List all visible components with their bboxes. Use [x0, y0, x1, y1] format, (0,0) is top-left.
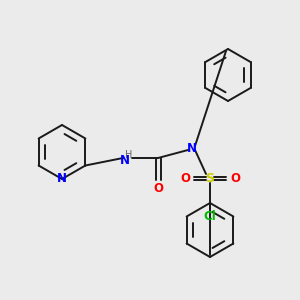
Text: N: N [57, 172, 67, 184]
Text: O: O [180, 172, 190, 184]
Text: O: O [153, 182, 163, 196]
Text: N: N [120, 154, 130, 166]
Text: H: H [125, 150, 133, 160]
Text: N: N [187, 142, 197, 154]
Text: O: O [230, 172, 240, 184]
Text: S: S [206, 172, 214, 184]
Text: Cl: Cl [204, 209, 216, 223]
